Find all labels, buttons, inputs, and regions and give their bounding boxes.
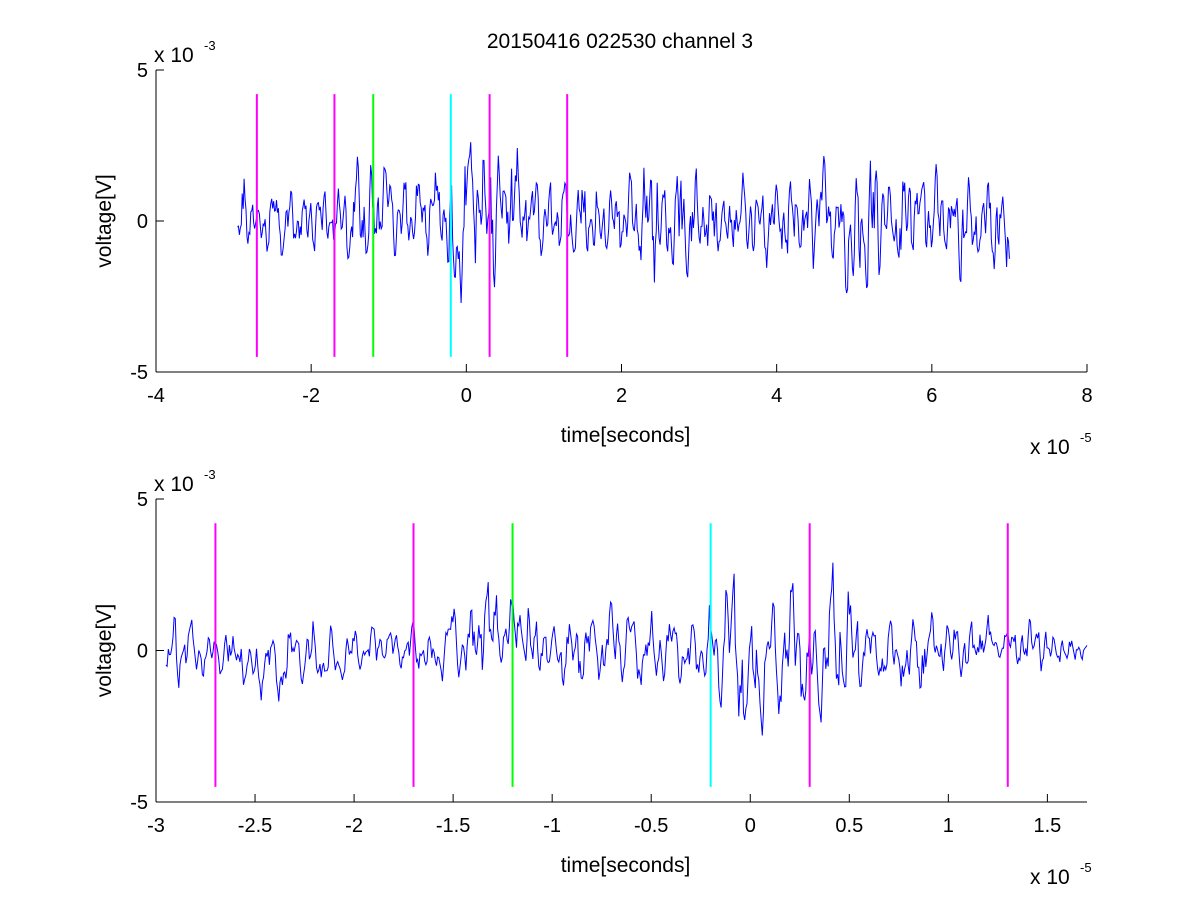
x-tick-label: 8 bbox=[1081, 385, 1092, 407]
x-tick-label: -0.5 bbox=[634, 815, 668, 837]
y-exponent-base: x 10 bbox=[154, 473, 194, 496]
y-exponent-base: x 10 bbox=[154, 44, 194, 67]
signal-trace bbox=[237, 142, 1010, 304]
y-tick-label: 0 bbox=[137, 211, 148, 233]
y-tick-label: -5 bbox=[130, 792, 148, 814]
signal-trace bbox=[165, 562, 1088, 736]
x-tick-label: 0 bbox=[461, 385, 472, 407]
x-tick-label: -3 bbox=[147, 815, 165, 837]
y-tick-label: 5 bbox=[137, 489, 148, 511]
axes-top: -4 -2 0 2 4 6 8 -5 0 5 time[seconds] voltage[V] x 10… bbox=[93, 38, 1093, 459]
x-tick-label: 1 bbox=[943, 815, 954, 837]
x-exponent-power: -5 bbox=[1080, 860, 1092, 875]
x-tick-label: 0 bbox=[745, 815, 756, 837]
figure-title: 20150416 022530 channel 3 bbox=[487, 30, 753, 53]
x-tick-label: -1.5 bbox=[436, 815, 470, 837]
x-tick-label: 6 bbox=[926, 385, 937, 407]
x-tick-label: 1.5 bbox=[1033, 815, 1061, 837]
y-axis-label: voltage[V] bbox=[93, 174, 116, 267]
x-tick-label: -2 bbox=[302, 385, 320, 407]
y-axis-label: voltage[V] bbox=[93, 604, 116, 697]
x-exponent-base: x 10 bbox=[1030, 436, 1070, 459]
x-axis-label: time[seconds] bbox=[561, 854, 691, 877]
axes-bottom: -3 -2.5 -2 -1.5 -1 -0.5 0 0.5 1 1.5 -5 0 5 time[secon… bbox=[93, 467, 1092, 889]
x-tick-label: 2 bbox=[616, 385, 627, 407]
x-axis-label: time[seconds] bbox=[561, 424, 691, 447]
x-tick-label: -4 bbox=[147, 385, 165, 407]
x-tick-label: 4 bbox=[771, 385, 782, 407]
x-exponent-power: -5 bbox=[1080, 430, 1092, 445]
y-exponent-power: -3 bbox=[204, 467, 216, 482]
y-exponent-power: -3 bbox=[204, 38, 216, 53]
x-tick-label: -2 bbox=[345, 815, 363, 837]
x-tick-label: -1 bbox=[543, 815, 561, 837]
y-tick-label: 5 bbox=[137, 60, 148, 82]
x-tick-label: 0.5 bbox=[835, 815, 863, 837]
y-tick-label: -5 bbox=[130, 362, 148, 384]
x-exponent-base: x 10 bbox=[1030, 866, 1070, 889]
y-tick-label: 0 bbox=[137, 641, 148, 663]
x-tick-label: -2.5 bbox=[238, 815, 272, 837]
